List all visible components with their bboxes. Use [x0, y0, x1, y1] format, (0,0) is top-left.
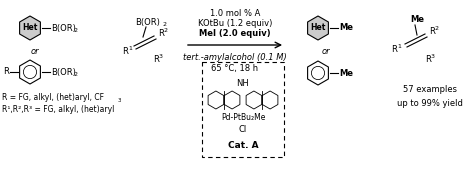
Polygon shape [308, 16, 328, 40]
Text: Pd-PtBu₂Me: Pd-PtBu₂Me [221, 113, 265, 122]
Text: 1: 1 [128, 47, 132, 52]
Text: R: R [158, 30, 164, 38]
Text: 3: 3 [431, 55, 435, 59]
Text: Het: Het [310, 23, 326, 32]
Text: B(OR): B(OR) [51, 67, 76, 76]
Text: B(OR): B(OR) [136, 18, 160, 27]
Text: 57 examples: 57 examples [403, 86, 457, 95]
Text: R: R [391, 46, 397, 55]
Text: KOtBu (1.2 equiv): KOtBu (1.2 equiv) [198, 19, 272, 28]
Text: 2: 2 [74, 72, 78, 78]
Text: Me: Me [339, 69, 353, 78]
Text: 3: 3 [118, 98, 121, 104]
Polygon shape [19, 16, 40, 40]
Text: R: R [3, 67, 9, 76]
Text: Cl: Cl [239, 125, 247, 134]
Polygon shape [246, 91, 262, 109]
Text: R: R [429, 28, 435, 37]
Text: 3: 3 [159, 55, 163, 59]
Polygon shape [208, 91, 224, 109]
Text: MeI (2.0 equiv): MeI (2.0 equiv) [199, 30, 271, 38]
Text: R = FG, alkyl, (het)aryl, CF: R = FG, alkyl, (het)aryl, CF [2, 94, 104, 103]
Text: R: R [122, 47, 128, 56]
Text: 1: 1 [397, 45, 401, 49]
Text: Me: Me [410, 15, 424, 24]
Polygon shape [224, 91, 240, 109]
Text: Cat. A: Cat. A [228, 140, 258, 149]
Text: Het: Het [22, 23, 38, 32]
Text: 2: 2 [163, 22, 167, 28]
Text: tert.-amylalcohol (0.1 M): tert.-amylalcohol (0.1 M) [183, 54, 287, 63]
Text: R: R [425, 55, 431, 64]
Text: NH: NH [237, 80, 249, 89]
Text: Me: Me [339, 23, 353, 32]
Text: up to 99% yield: up to 99% yield [397, 98, 463, 107]
Text: 65 °C, 18 h: 65 °C, 18 h [211, 64, 258, 73]
Text: or: or [322, 47, 330, 56]
Text: 2: 2 [435, 27, 439, 31]
Polygon shape [19, 60, 40, 84]
Text: R¹,R²,R³ = FG, alkyl, (het)aryl: R¹,R²,R³ = FG, alkyl, (het)aryl [2, 106, 114, 115]
Text: 2: 2 [164, 29, 168, 33]
Text: or: or [31, 47, 39, 56]
Polygon shape [262, 91, 278, 109]
Text: 2: 2 [74, 29, 78, 33]
Text: 1.0 mol % A: 1.0 mol % A [210, 8, 260, 18]
FancyBboxPatch shape [202, 62, 284, 157]
Text: R: R [153, 55, 159, 64]
Text: B(OR): B(OR) [51, 23, 76, 32]
Polygon shape [308, 61, 328, 85]
